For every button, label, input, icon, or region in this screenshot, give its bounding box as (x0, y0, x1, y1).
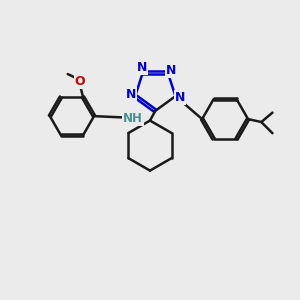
Text: N: N (166, 64, 176, 76)
Text: NH: NH (123, 112, 143, 125)
Text: N: N (137, 61, 147, 74)
Text: N: N (175, 91, 185, 104)
Text: N: N (125, 88, 136, 101)
Text: O: O (75, 75, 86, 88)
